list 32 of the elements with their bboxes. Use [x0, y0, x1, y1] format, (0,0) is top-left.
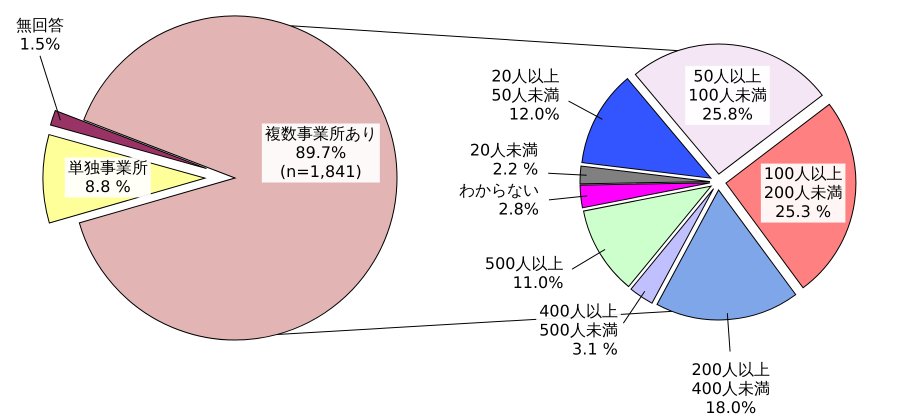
slice-label: 400人以上 500人未満: [539, 302, 618, 340]
data-label: 25.3 %: [775, 202, 832, 222]
label: 200人以上 400人未満 18.0%: [688, 312, 774, 418]
label: 20人未満 2.2 %: [466, 140, 588, 180]
slice-label: 複数事業所あり: [264, 124, 377, 144]
slice-label: 単独事業所: [68, 158, 148, 178]
label: 100人以上 200人未満 25.3 %: [760, 164, 846, 223]
data-label: 8.8 %: [84, 177, 131, 196]
label: 50人以上 100人未満 25.8%: [685, 66, 770, 125]
label: 複数事業所あり 89.7% (n=1,841): [262, 124, 380, 182]
slice-label: 200人以上 400人未満: [692, 360, 770, 398]
data-label: 18.0%: [705, 398, 756, 418]
data-label: 12.0%: [508, 104, 560, 124]
slice-label: 無回答: [16, 16, 64, 35]
label: 単独事業所 8.8 %: [64, 157, 151, 198]
slice-label: 20人以上 50人未満: [491, 66, 560, 105]
data-label: 2.8%: [498, 200, 539, 219]
label: 20人以上 50人未満 12.0%: [488, 66, 603, 125]
label: 500人以上 11.0%: [482, 248, 606, 294]
data-label: 25.8%: [702, 104, 753, 124]
data-label: 2.2 %: [492, 160, 538, 179]
slice-label: 100人以上 200人未満: [764, 164, 842, 203]
slice-label: 500人以上: [484, 254, 564, 274]
slice-label: わからない: [459, 180, 539, 200]
slice-label: 20人未満: [470, 140, 538, 160]
data-label: 3.1 %: [572, 340, 618, 359]
slice-label: 50人以上 100人未満: [688, 66, 767, 105]
data-label: 89.7%: [295, 144, 346, 163]
label: 無回答 1.5%: [13, 14, 67, 121]
data-label: 1.5%: [20, 34, 60, 54]
label: わからない 2.8%: [456, 180, 588, 220]
data-label: 11.0%: [512, 273, 564, 292]
